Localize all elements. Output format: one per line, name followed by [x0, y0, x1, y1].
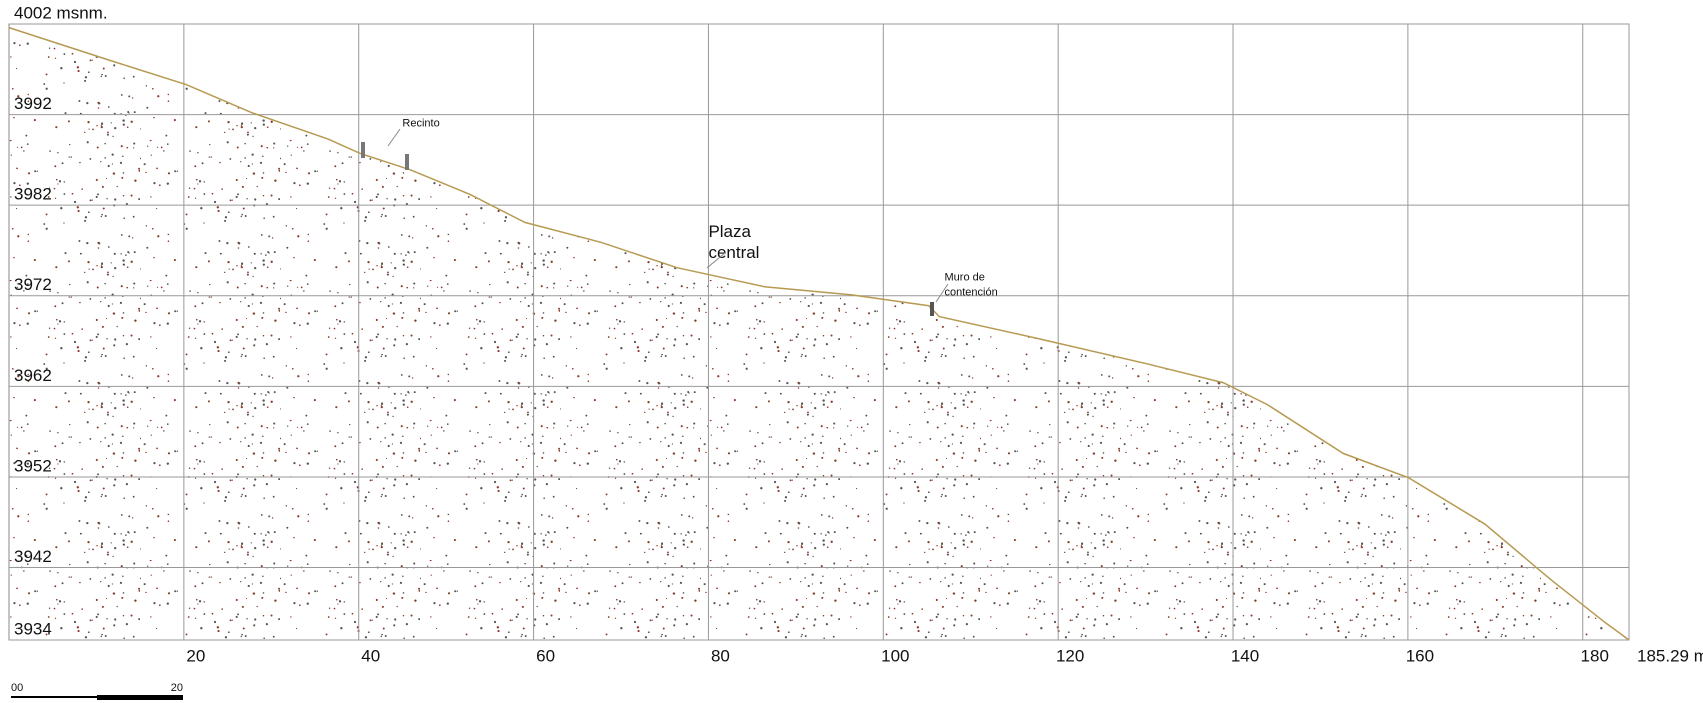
leader-line [935, 283, 949, 303]
x-tick-label: 185.29 m [1637, 646, 1703, 665]
x-tick-label: 180 [1581, 646, 1609, 665]
y-tick-label: 3962 [14, 366, 52, 385]
x-tick-label: 80 [711, 646, 730, 665]
retaining-wall [930, 302, 934, 316]
annotation: Recinto [402, 118, 439, 130]
y-tick-label: 3934 [14, 619, 52, 638]
annotation: central [708, 243, 759, 262]
wall [405, 154, 409, 170]
leader-line [706, 251, 727, 269]
annotation: Muro de [945, 272, 985, 284]
y-tick-label: 4002 msnm. [14, 3, 108, 22]
scale-bar [11, 696, 97, 698]
x-tick-label: 140 [1231, 646, 1259, 665]
scale-bar [97, 695, 183, 700]
y-tick-label: 3992 [14, 94, 52, 113]
x-tick-label: 40 [361, 646, 380, 665]
x-tick-label: 120 [1056, 646, 1084, 665]
scale-label: 00 [11, 682, 23, 694]
wall [361, 142, 365, 158]
x-tick-label: 60 [536, 646, 555, 665]
y-tick-label: 3972 [14, 275, 52, 294]
y-tick-label: 3942 [14, 547, 52, 566]
leader-line [387, 128, 401, 147]
x-tick-label: 160 [1406, 646, 1434, 665]
scale-label: 20 [171, 682, 183, 694]
y-tick-label: 3952 [14, 456, 52, 475]
y-tick-label: 3982 [14, 185, 52, 204]
terrain-fill [9, 27, 1629, 640]
terrain-profile [8, 26, 1630, 641]
x-tick-label: 20 [186, 646, 205, 665]
annotation: contención [945, 287, 998, 299]
annotation: Plaza [708, 222, 751, 241]
x-tick-label: 100 [881, 646, 909, 665]
